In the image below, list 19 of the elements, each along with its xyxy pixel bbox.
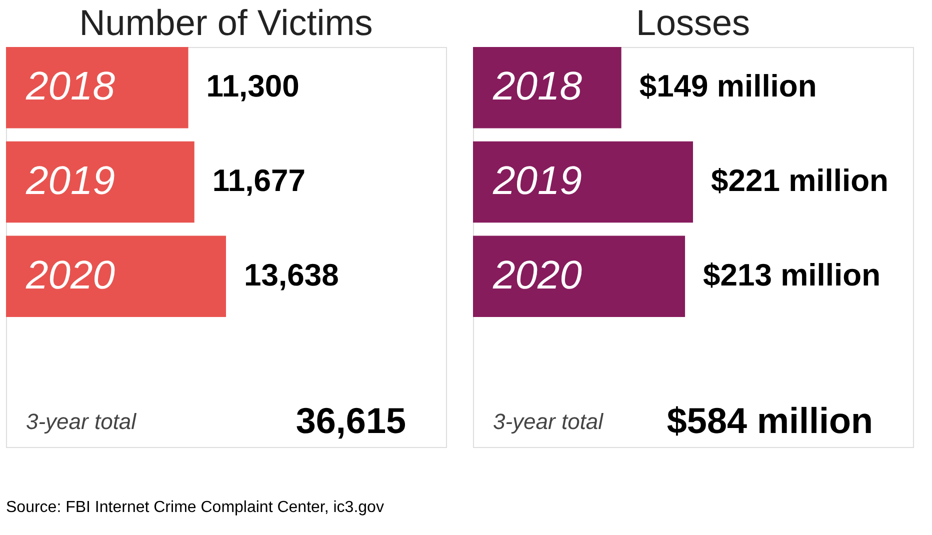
data-label: $213 million bbox=[703, 257, 881, 292]
chart-title: Losses bbox=[636, 2, 750, 43]
data-label: 11,300 bbox=[206, 68, 300, 104]
y-tick-label: 2019 bbox=[492, 159, 582, 203]
text: 3-year total bbox=[26, 409, 138, 434]
chart-title: Number of Victims bbox=[79, 2, 373, 43]
data-label: $149 million bbox=[639, 68, 817, 104]
data-label: 11,677 bbox=[212, 163, 306, 198]
y-tick-label: 2018 bbox=[492, 64, 583, 109]
y-tick-label: 2020 bbox=[25, 253, 115, 298]
y-tick-label: 2018 bbox=[25, 64, 116, 109]
data-label: 13,638 bbox=[244, 257, 339, 292]
text: $584 million bbox=[666, 400, 873, 441]
text: 36,615 bbox=[296, 400, 406, 441]
text: 3-year total bbox=[493, 409, 604, 434]
y-tick-label: 2019 bbox=[25, 159, 115, 203]
source-note: Source: FBI Internet Crime Complaint Center, ic3.gov bbox=[6, 499, 384, 516]
y-tick-label: 2020 bbox=[492, 253, 582, 298]
data-label: $221 million bbox=[711, 163, 888, 198]
